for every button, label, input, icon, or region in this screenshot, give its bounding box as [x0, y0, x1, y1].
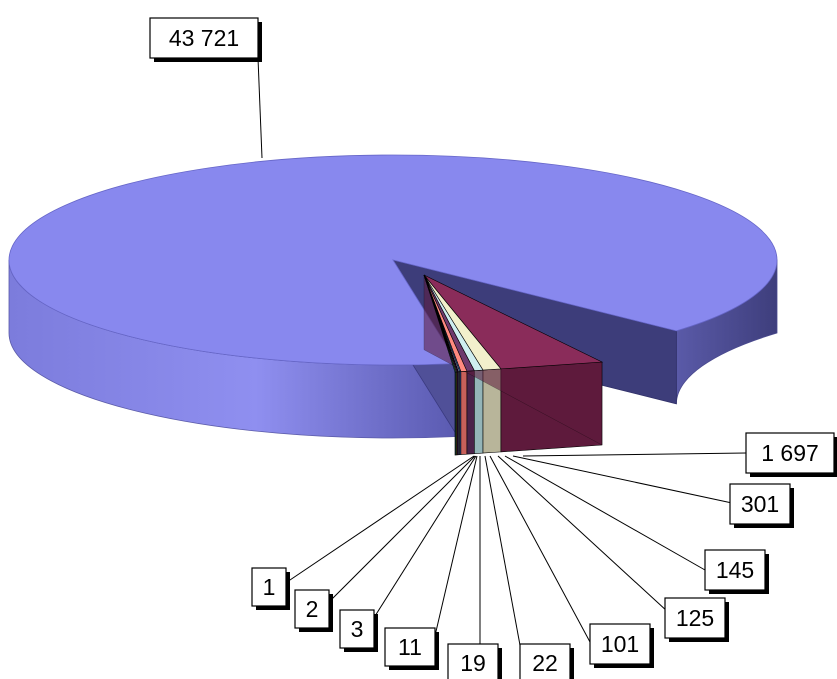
leader-line-145	[504, 455, 706, 571]
leader-line-11	[433, 455, 478, 641]
data-label-box-3	[339, 609, 375, 649]
data-label-box-22	[519, 643, 571, 679]
data-label-11: 11	[398, 634, 422, 660]
data-label-box-145	[704, 549, 766, 591]
leader-line-3	[369, 455, 477, 625]
data-label-1: 1	[263, 574, 276, 600]
data-label-box-101	[589, 623, 651, 665]
data-label-box-19	[447, 643, 499, 679]
data-label-box-125	[664, 597, 726, 639]
leader-line-1697	[522, 452, 747, 457]
data-label-box-11	[384, 627, 436, 667]
data-label-301: 301	[741, 491, 779, 517]
pie-slice-43721	[8, 154, 778, 366]
leader-line-1	[286, 455, 475, 583]
data-label-101: 101	[601, 631, 639, 657]
pie-slice-101-side	[460, 370, 468, 455]
pie-slice-145-side	[474, 369, 484, 455]
leader-line-2	[322, 455, 476, 609]
data-label-19: 19	[460, 650, 486, 676]
leader-line-22	[484, 455, 523, 657]
data-label-2: 2	[306, 596, 319, 622]
data-label-43721: 43 721	[169, 25, 239, 51]
leader-line-301	[512, 455, 733, 504]
data-label-box-2	[294, 589, 330, 629]
leader-line-43721	[257, 57, 263, 159]
pie-slice-125-side	[466, 370, 475, 455]
data-label-22: 22	[532, 650, 558, 676]
data-label-box-1697	[745, 432, 835, 474]
data-label-145: 145	[716, 557, 754, 583]
data-label-box-43721	[149, 17, 259, 59]
leader-line-125	[497, 455, 669, 613]
pie-layer	[8, 154, 778, 456]
pie-slice-1	[423, 274, 457, 373]
data-label-125: 125	[676, 605, 714, 631]
data-label-3: 3	[351, 616, 364, 642]
data-label-box-1	[251, 567, 287, 607]
data-label-1697: 1 697	[761, 440, 819, 466]
data-label-box-301	[729, 483, 791, 525]
leader-line-101	[489, 455, 591, 643]
